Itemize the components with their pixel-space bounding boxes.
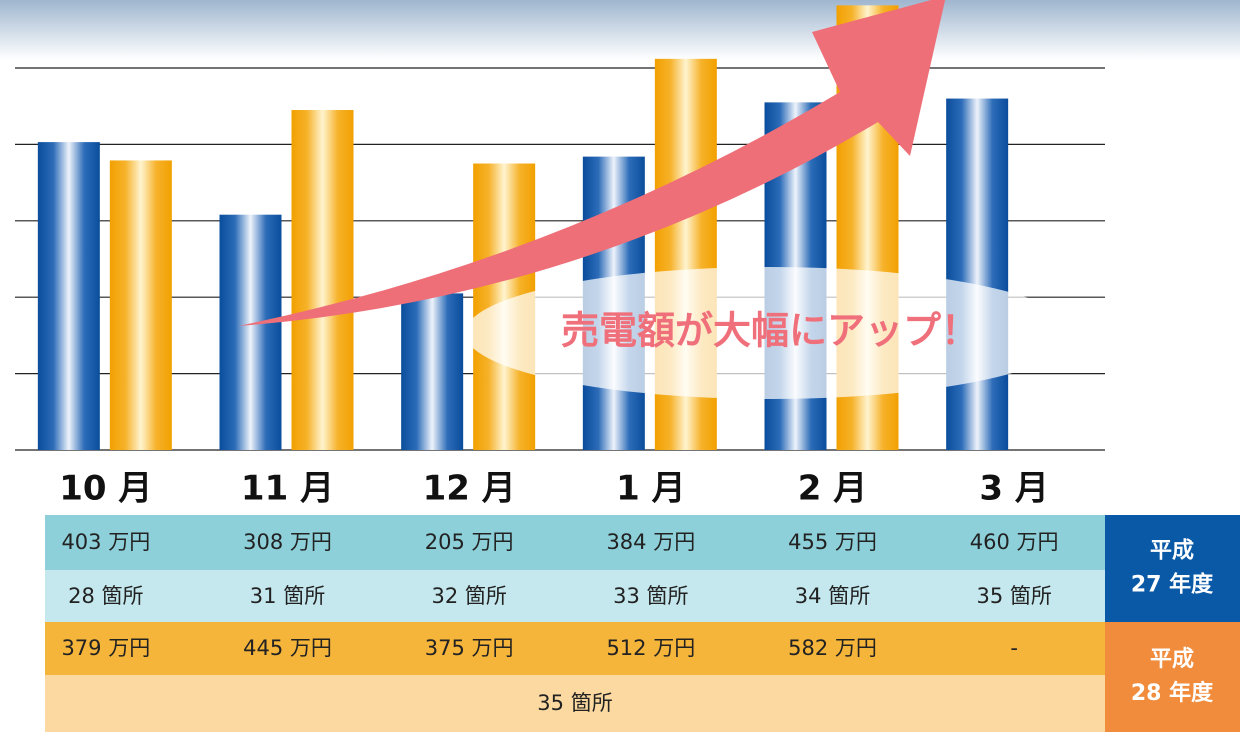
site-cell: 28 箇所 — [68, 584, 143, 608]
x-tick-label: 1 月 — [616, 469, 686, 509]
site-cell: 35 箇所 — [976, 584, 1051, 608]
value-cell: 455 万円 — [788, 530, 877, 554]
table-row — [45, 570, 1105, 622]
legend-box — [1105, 622, 1240, 732]
table-row — [45, 515, 1105, 570]
bar — [946, 99, 1008, 450]
value-cell: 384 万円 — [606, 530, 695, 554]
value-cell: 308 万円 — [243, 530, 332, 554]
x-tick-label: 10 月 — [59, 469, 152, 509]
site-cell: 31 箇所 — [250, 584, 325, 608]
bar — [110, 160, 172, 450]
bar — [292, 110, 354, 450]
bar — [401, 293, 463, 450]
table-row — [45, 622, 1105, 675]
x-tick-label: 3 月 — [979, 469, 1049, 509]
site-cell: 35 箇所 — [537, 691, 612, 715]
x-tick-label: 11 月 — [241, 469, 334, 509]
value-cell: 512 万円 — [606, 636, 695, 660]
annotation: 売電額が大幅にアップ！ — [561, 309, 979, 353]
background — [0, 0, 1240, 60]
site-cell: 32 箇所 — [431, 584, 506, 608]
x-tick-label: 12 月 — [423, 469, 516, 509]
table: 403 万円 379 万円 28 箇所 308 万円 445 万円 31 箇所 205 万円… — [45, 515, 1240, 732]
bar — [220, 215, 282, 450]
site-cell: 34 箇所 — [795, 584, 870, 608]
value-cell: 582 万円 — [788, 636, 877, 660]
value-cell: 445 万円 — [243, 636, 332, 660]
chart: 10 月 11 月 12 月 1 月 2 月 3 月 売電額が大幅にアップ！ 403 万円… — [0, 0, 1240, 732]
x-tick-label: 2 月 — [798, 469, 868, 509]
bar — [38, 142, 100, 450]
value-cell: 403 万円 — [61, 530, 150, 554]
value-cell: 379 万円 — [61, 636, 150, 660]
value-cell: - — [1010, 636, 1018, 660]
value-cell: 460 万円 — [970, 530, 1059, 554]
value-cell: 375 万円 — [425, 636, 514, 660]
value-cell: 205 万円 — [425, 530, 514, 554]
legend-box — [1105, 515, 1240, 622]
site-cell: 33 箇所 — [613, 584, 688, 608]
